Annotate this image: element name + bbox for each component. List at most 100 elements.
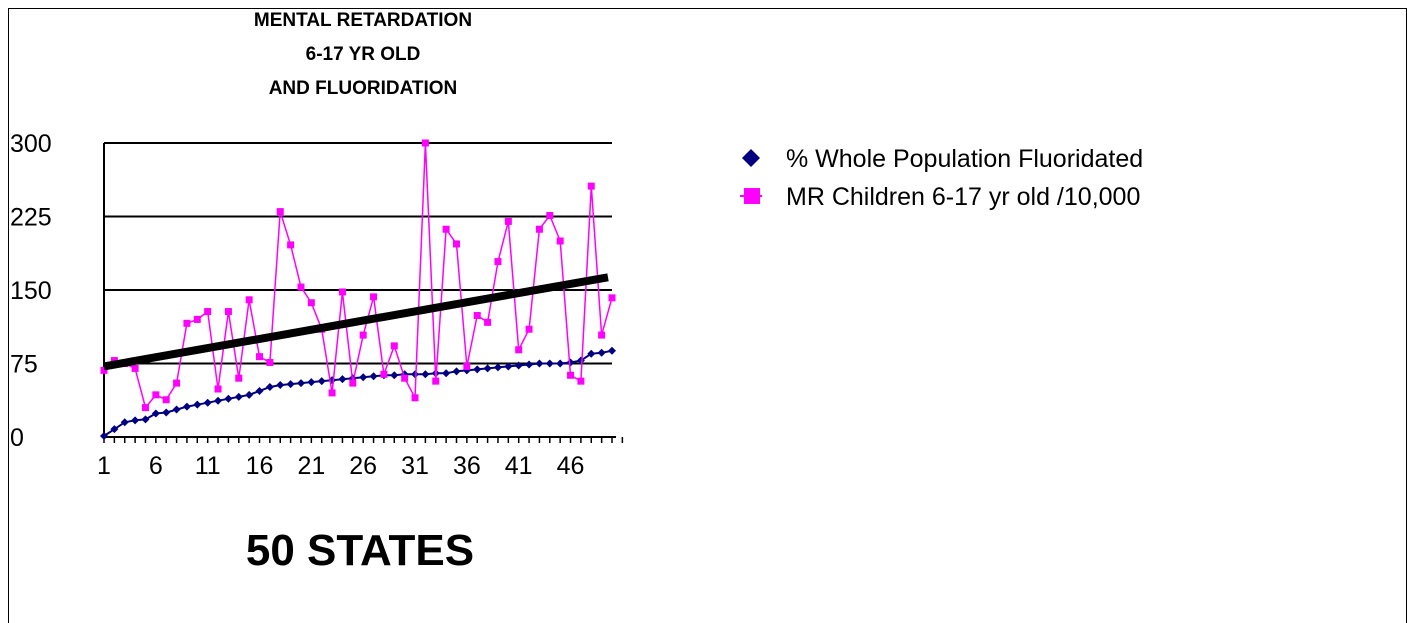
y-tick-label: 150	[10, 277, 52, 305]
data-point	[577, 377, 585, 385]
data-point	[370, 293, 378, 301]
x-tick-label: 31	[401, 452, 429, 480]
legend-diamond-icon	[742, 149, 760, 167]
data-point	[587, 182, 595, 190]
y-tick-label: 0	[10, 424, 24, 452]
data-point	[183, 319, 191, 327]
data-point	[193, 400, 202, 409]
data-point	[556, 237, 564, 245]
data-point	[452, 367, 461, 376]
legend-label: % Whole Population Fluoridated	[786, 145, 1143, 173]
data-point	[473, 365, 482, 374]
data-point	[266, 359, 274, 367]
data-point	[514, 361, 523, 370]
data-point	[525, 360, 534, 369]
data-point	[100, 432, 108, 441]
data-point	[515, 346, 523, 354]
data-point	[504, 362, 513, 371]
data-point	[359, 373, 368, 382]
data-point	[504, 217, 512, 225]
data-point	[131, 416, 140, 425]
data-point	[359, 331, 367, 339]
data-point	[535, 225, 543, 233]
data-point	[598, 331, 606, 339]
legend-label: MR Children 6-17 yr old /10,000	[786, 183, 1140, 211]
x-tick-label: 21	[297, 452, 325, 480]
series-1	[100, 346, 616, 441]
data-point	[546, 212, 554, 220]
data-point	[328, 389, 336, 397]
x-tick-label: 36	[453, 452, 481, 480]
data-point	[442, 369, 451, 378]
series-line	[103, 142, 613, 410]
data-point	[566, 358, 575, 367]
data-point	[556, 359, 565, 368]
series	[100, 139, 616, 441]
y-axis-ticks: 0 75 150 225 300	[10, 130, 52, 452]
series-2	[100, 139, 616, 412]
x-axis-label: 50 STATES	[246, 526, 474, 575]
data-point	[172, 405, 181, 414]
data-point	[525, 325, 533, 333]
x-tick-label: 46	[557, 452, 585, 480]
data-point	[338, 288, 346, 296]
x-tick-label: 41	[505, 452, 533, 480]
x-tick-label: 11	[195, 452, 221, 480]
data-point	[411, 394, 419, 402]
data-point	[265, 383, 274, 392]
data-point	[493, 363, 502, 372]
data-point	[245, 296, 253, 304]
x-tick-label: 26	[349, 452, 377, 480]
y-tick-label: 225	[10, 204, 52, 232]
data-point	[256, 353, 264, 361]
data-point	[224, 394, 233, 403]
data-point	[307, 299, 315, 307]
chart-title: MENTAL RETARDATION 6-17 YR OLD AND FLUOR…	[254, 10, 472, 99]
data-point	[255, 386, 264, 395]
data-point	[162, 396, 170, 404]
data-point	[535, 359, 544, 368]
data-point	[214, 385, 222, 393]
data-point	[484, 318, 492, 326]
legend-square-icon	[744, 188, 760, 204]
data-point	[193, 315, 201, 323]
trend-line	[103, 273, 609, 371]
data-point	[110, 425, 119, 434]
data-point	[483, 364, 492, 373]
data-point	[131, 364, 139, 372]
legend-item-2: MR Children 6-17 yr old /10,000	[740, 183, 1140, 211]
legend: % Whole Population Fluoridated MR Childre…	[740, 145, 1143, 211]
series-3	[103, 273, 609, 371]
data-point	[224, 308, 232, 316]
data-point	[203, 398, 212, 407]
data-point	[317, 377, 326, 386]
y-tick-label: 75	[10, 351, 38, 379]
x-axis-ticks: 1 6 11 16 21 26 31 36 41 46	[97, 437, 624, 480]
data-point	[141, 404, 149, 412]
data-point	[151, 409, 160, 418]
data-point	[597, 348, 606, 357]
data-point	[204, 308, 212, 316]
x-tick-label: 1	[97, 452, 111, 480]
x-tick-label: 16	[246, 452, 274, 480]
data-point	[494, 258, 502, 266]
data-point	[452, 240, 460, 248]
legend-item-1: % Whole Population Fluoridated	[742, 145, 1143, 173]
data-point	[608, 346, 616, 355]
data-point	[182, 402, 191, 411]
data-point	[297, 283, 305, 291]
data-point	[390, 342, 398, 350]
data-point	[141, 415, 150, 424]
data-point	[421, 370, 430, 379]
chart-title-line-1: MENTAL RETARDATION	[254, 10, 472, 31]
data-point	[442, 225, 450, 233]
data-point	[380, 370, 388, 378]
data-point	[162, 408, 171, 417]
data-point	[432, 377, 440, 385]
gridlines	[104, 142, 612, 365]
data-point	[234, 392, 243, 401]
data-point	[276, 208, 284, 216]
data-point	[296, 379, 305, 388]
data-point	[100, 366, 108, 374]
